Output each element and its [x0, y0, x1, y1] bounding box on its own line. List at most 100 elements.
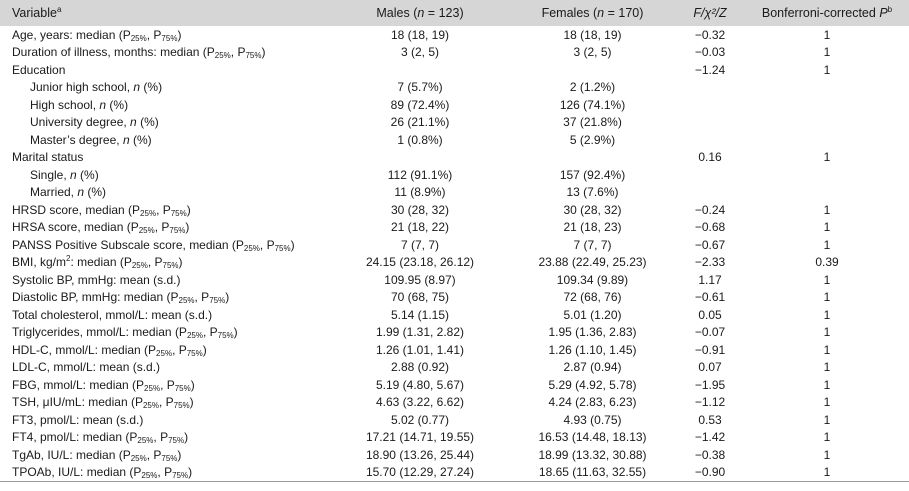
row-stat: −0.24	[694, 202, 726, 217]
table-row: Junior high school, n (%) 7 (5.7%) 2 (1.2%…	[0, 79, 909, 97]
row-variable-part: Marital status	[12, 150, 84, 165]
row-variable-part: , P	[157, 465, 173, 480]
table-row: HDL-C, mmol/L: median (P25%, P75%) 1.26 (…	[0, 341, 909, 359]
row-variable: TPOAb, IU/L: median (P25%, P75%)	[0, 465, 330, 479]
row-variable-part: 25%	[140, 208, 157, 217]
row-males: 4.63 (3.22, 6.62)	[375, 395, 465, 410]
row-pvalue: 1	[823, 150, 831, 165]
row-males: 26 (21.1%)	[390, 115, 450, 130]
row-stat: −1.95	[694, 377, 726, 392]
row-males: 18.90 (13.26, 25.44)	[365, 447, 475, 462]
row-males: 30 (28, 32)	[390, 202, 450, 217]
row-variable-part: 75%	[186, 348, 203, 357]
row-variable-part: 25%	[137, 436, 154, 445]
row-variable-part: )	[190, 377, 195, 392]
row-variable-part: BMI, kg/m	[12, 255, 67, 270]
row-variable-part: Junior high school,	[30, 80, 134, 95]
header-pvalue-p: P	[879, 6, 888, 20]
row-variable-part: 2	[66, 255, 71, 264]
row-variable-part: (%)	[136, 115, 159, 130]
row-stat: 0.05	[698, 307, 722, 322]
row-variable-part: 75%	[169, 226, 186, 235]
row-variable-part: )	[177, 447, 182, 462]
row-variable-part: LDL-C, mmol/L: mean (s.d.)	[12, 360, 161, 375]
row-females: 126 (74.1%)	[559, 97, 626, 112]
row-variable: Education	[0, 63, 330, 77]
table-header: Variablea Males (n = 123) Females (n = 1…	[0, 0, 909, 26]
row-variable-part: (%)	[84, 185, 107, 200]
row-variable: PANSS Positive Subscale score, median (P…	[0, 238, 330, 252]
row-variable-part: )	[233, 325, 238, 340]
row-pvalue: 1	[823, 62, 831, 77]
row-variable-part: )	[184, 430, 189, 445]
header-males-n: n	[417, 6, 425, 20]
row-variable-part: , P	[230, 45, 246, 60]
row-variable: LDL-C, mmol/L: mean (s.d.)	[0, 360, 330, 374]
row-variable-part: 75%	[161, 33, 178, 42]
row-variable: Systolic BP, mmHg: mean (s.d.)	[0, 273, 330, 287]
row-males: 7 (5.7%)	[397, 80, 443, 95]
row-stat: −1.12	[694, 395, 726, 410]
row-stat: −0.38	[694, 447, 726, 462]
row-females: 4.24 (2.83, 6.23)	[548, 395, 637, 410]
row-variable-part: 25%	[144, 383, 161, 392]
row-males: 21 (18, 22)	[390, 220, 450, 235]
header-pvalue: Bonferroni-corrected Pb	[745, 6, 909, 21]
table-row: Single, n (%) 112 (91.1%) 157 (92.4%)	[0, 166, 909, 184]
row-females: 1.95 (1.36, 2.83)	[548, 325, 637, 340]
row-variable-part: 25%	[142, 401, 159, 410]
row-variable: FT3, pmol/L: mean (s.d.)	[0, 413, 330, 427]
row-variable-part: , P	[158, 395, 174, 410]
row-variable-part: n	[122, 132, 130, 147]
row-stat: 0.07	[698, 360, 722, 375]
row-variable-part: FT3, pmol/L: mean (s.d.)	[12, 412, 144, 427]
header-females-text: Females	[541, 6, 590, 20]
header-males-count: = 123	[424, 6, 460, 20]
row-pvalue: 1	[823, 447, 831, 462]
row-variable-part: Diastolic BP, mmHg: median (P	[12, 290, 179, 305]
row-variable-part: 75%	[217, 331, 234, 340]
row-variable-part: n	[133, 80, 141, 95]
row-variable-part: 25%	[141, 471, 158, 480]
row-variable-part: FBG, mmol/L: median (P	[12, 377, 145, 392]
row-variable-part: University degree,	[30, 115, 131, 130]
row-variable-part: Age, years: median (P	[12, 27, 131, 42]
row-pvalue: 1	[823, 395, 831, 410]
row-females: 4.93 (0.75)	[563, 412, 622, 427]
row-pvalue: 1	[823, 360, 831, 375]
row-variable: HDL-C, mmol/L: median (P25%, P75%)	[0, 343, 330, 357]
row-pvalue: 1	[823, 465, 831, 480]
row-stat: 0.16	[698, 150, 722, 165]
row-females: 3 (2, 5)	[573, 45, 612, 60]
row-variable-part: FT4, pmol/L: median (P	[12, 430, 138, 445]
row-pvalue: 1	[823, 220, 831, 235]
row-pvalue: 1	[823, 237, 831, 252]
row-stat: −0.91	[694, 342, 726, 357]
row-males: 1.26 (1.01, 1.41)	[375, 342, 465, 357]
table-row: TSH, μIU/mL: median (P25%, P75%) 4.63 (3.…	[0, 394, 909, 412]
row-variable-part: 25%	[243, 243, 260, 252]
row-females: 5.29 (4.92, 5.78)	[548, 377, 637, 392]
row-females: 30 (28, 32)	[563, 202, 622, 217]
row-variable-part: (%)	[76, 167, 99, 182]
row-variable-part: , P	[154, 220, 170, 235]
row-variable-part: 25%	[130, 453, 147, 462]
row-variable-part: , P	[146, 447, 162, 462]
table-row: FT3, pmol/L: mean (s.d.) 5.02 (0.77) 4.93 …	[0, 411, 909, 429]
row-variable-part: Master’s degree,	[30, 132, 123, 147]
table-row: HRSD score, median (P25%, P75%) 30 (28, 3…	[0, 201, 909, 219]
row-females: 5.01 (1.20)	[563, 307, 622, 322]
row-variable-part: , P	[146, 27, 162, 42]
row-pvalue: 1	[823, 45, 831, 60]
row-males: 89 (72.4%)	[390, 97, 450, 112]
row-variable-part: Total cholesterol, mmol/L: mean (s.d.)	[12, 307, 213, 322]
row-variable-part: )	[202, 342, 207, 357]
row-pvalue: 1	[823, 325, 831, 340]
row-variable: Diastolic BP, mmHg: median (P25%, P75%)	[0, 290, 330, 304]
row-variable: Duration of illness, months: median (P25…	[0, 45, 330, 59]
header-stat: F/χ²/Z	[675, 6, 745, 20]
row-females: 37 (21.8%)	[563, 115, 622, 130]
row-variable: Married, n (%)	[0, 185, 330, 199]
row-females: 23.88 (22.49, 25.23)	[538, 255, 647, 270]
row-variable-part: (%)	[140, 80, 163, 95]
